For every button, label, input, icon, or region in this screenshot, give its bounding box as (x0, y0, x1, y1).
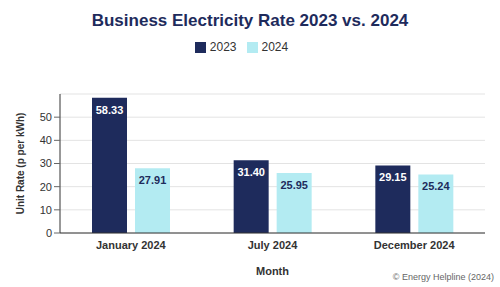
svg-text:0: 0 (46, 227, 52, 239)
html-text:© Energy Helpline (2024): © Energy Helpline (2024) (392, 272, 494, 282)
svg-text:10: 10 (40, 204, 52, 216)
svg-text:25.24: 25.24 (422, 180, 450, 192)
svg-text:December 2024: December 2024 (374, 239, 456, 251)
svg-text:50: 50 (40, 111, 52, 123)
svg-text:January 2024: January 2024 (96, 239, 167, 251)
html-text:2024: 2024 (261, 40, 289, 54)
svg-text:40: 40 (40, 134, 52, 146)
svg-text:Month: Month (256, 265, 289, 277)
svg-text:July 2024: July 2024 (248, 239, 298, 251)
svg-text:31.40: 31.40 (237, 166, 265, 178)
html-text:Business Electricity Rate 2023: Business Electricity Rate 2023 vs. 2024 (91, 11, 409, 30)
svg-text:20: 20 (40, 181, 52, 193)
svg-text:30: 30 (40, 157, 52, 169)
svg-text:27.91: 27.91 (139, 174, 167, 186)
svg-text:29.15: 29.15 (379, 171, 407, 183)
html-text:2023: 2023 (209, 40, 237, 54)
svg-text:58.33: 58.33 (96, 104, 124, 116)
svg-text:Unit Rate (p per kWh): Unit Rate (p per kWh) (15, 113, 26, 215)
svg-text:25.95: 25.95 (280, 179, 308, 191)
